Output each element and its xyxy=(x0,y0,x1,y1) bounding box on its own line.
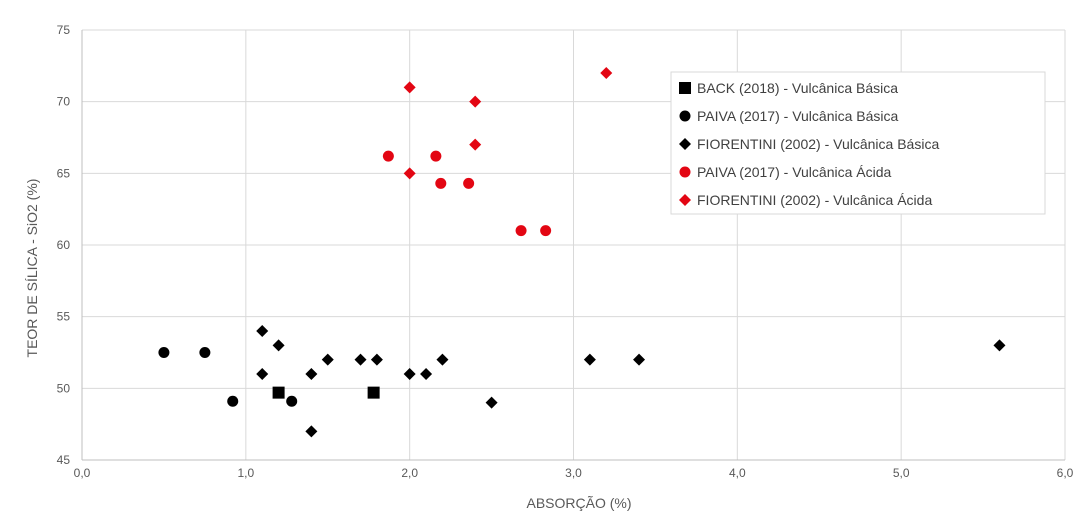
data-point xyxy=(367,386,380,399)
y-axis-title: TEOR DE SÍLICA - SiO2 (%) xyxy=(24,179,40,358)
legend-item: FIORENTINI (2002) - Vulcânica Básica xyxy=(679,136,939,152)
y-tick-label: 45 xyxy=(57,453,71,467)
legend-marker xyxy=(679,194,691,206)
x-tick-label: 4,0 xyxy=(729,466,746,480)
data-point xyxy=(633,353,646,366)
data-point xyxy=(272,386,285,399)
legend-marker xyxy=(679,82,691,94)
legend-marker xyxy=(679,138,691,150)
legend-item: BACK (2018) - Vulcânica Básica xyxy=(679,80,898,96)
legend-item: PAIVA (2017) - Vulcânica Ácida xyxy=(679,164,891,180)
data-point xyxy=(600,67,613,79)
data-point xyxy=(993,339,1006,352)
data-point xyxy=(403,368,416,380)
data-point xyxy=(485,396,498,409)
x-tick-label: 0,0 xyxy=(74,466,91,480)
legend-label: PAIVA (2017) - Vulcânica Ácida xyxy=(697,164,891,180)
legend-label: BACK (2018) - Vulcânica Básica xyxy=(697,80,898,96)
series-4 xyxy=(403,67,613,180)
data-point xyxy=(435,177,447,189)
legend-label: PAIVA (2017) - Vulcânica Básica xyxy=(697,108,898,124)
x-tick-label: 2,0 xyxy=(401,466,418,480)
data-point xyxy=(256,325,269,337)
legend: BACK (2018) - Vulcânica Básica PAIVA (201… xyxy=(670,71,1046,215)
legend-item: FIORENTINI (2002) - Vulcânica Ácida xyxy=(679,192,932,208)
data-point xyxy=(540,225,552,237)
data-point xyxy=(463,177,475,189)
data-point xyxy=(256,368,269,380)
data-point xyxy=(158,347,170,358)
data-point xyxy=(436,353,449,366)
axes: 0,0 1,0 2,0 3,0 4,0 5,0 6,0 45 50 55 60 65 70 75 xyxy=(57,23,1074,480)
series-3 xyxy=(382,150,552,237)
data-point xyxy=(272,339,285,352)
y-tick-label: 70 xyxy=(57,95,71,109)
y-tick-label: 75 xyxy=(57,23,71,37)
data-point xyxy=(354,353,367,366)
x-tick-label: 6,0 xyxy=(1057,466,1074,480)
legend-box xyxy=(670,71,1046,215)
data-point xyxy=(430,150,442,162)
legend-label: FIORENTINI (2002) - Vulcânica Básica xyxy=(697,136,939,152)
data-point xyxy=(403,167,416,180)
legend-label: FIORENTINI (2002) - Vulcânica Ácida xyxy=(697,192,932,208)
data-point xyxy=(370,353,383,366)
series-2 xyxy=(256,325,1006,438)
y-tick-label: 65 xyxy=(57,166,71,180)
legend-marker xyxy=(679,110,691,122)
data-point xyxy=(286,395,298,407)
x-tick-label: 1,0 xyxy=(237,466,254,480)
data-point xyxy=(199,347,211,358)
x-tick-label: 3,0 xyxy=(565,466,582,480)
data-point xyxy=(469,95,482,108)
data-points xyxy=(158,67,1006,438)
data-point xyxy=(382,150,394,162)
data-point xyxy=(469,138,482,151)
data-point xyxy=(321,353,334,366)
data-point xyxy=(305,368,318,380)
y-tick-label: 55 xyxy=(57,310,71,324)
data-point xyxy=(305,425,318,438)
data-point xyxy=(403,81,416,94)
legend-marker xyxy=(679,166,691,178)
data-point xyxy=(515,225,527,237)
series-0 xyxy=(272,386,380,399)
data-point xyxy=(227,395,239,407)
legend-item: PAIVA (2017) - Vulcânica Básica xyxy=(679,108,898,124)
series-1 xyxy=(158,347,298,407)
x-tick-label: 5,0 xyxy=(893,466,910,480)
y-tick-label: 60 xyxy=(57,238,71,252)
y-tick-label: 50 xyxy=(57,381,71,395)
data-point xyxy=(583,353,596,366)
data-point xyxy=(420,368,433,380)
x-axis-title: ABSORÇÃO (%) xyxy=(526,495,631,511)
